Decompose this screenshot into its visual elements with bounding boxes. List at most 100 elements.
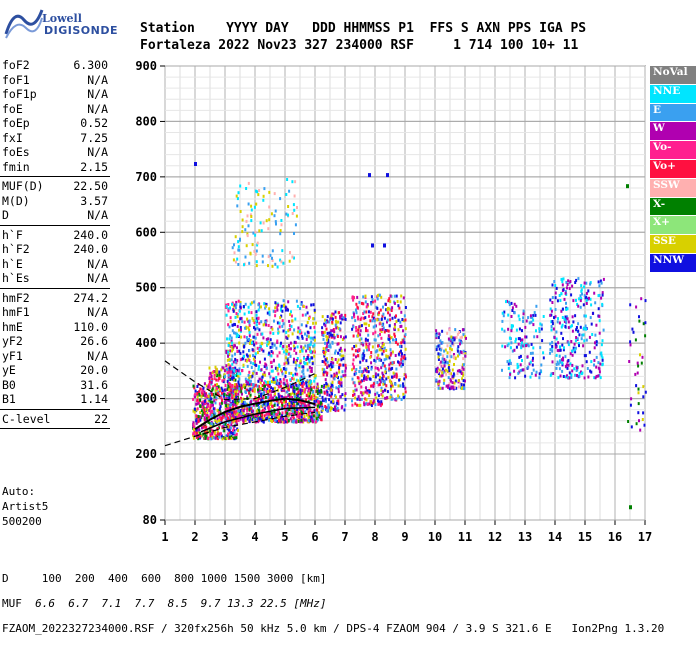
echo-point <box>551 320 554 323</box>
echo-point <box>221 416 224 420</box>
echo-point <box>352 353 355 357</box>
echo-point <box>599 279 602 283</box>
echo-point <box>585 298 588 302</box>
echo-point <box>561 343 564 347</box>
echo-point <box>519 363 522 367</box>
echo-point <box>209 435 212 439</box>
echo-point <box>239 414 241 418</box>
echo-point <box>193 430 196 434</box>
echo-point <box>334 323 337 327</box>
echo-point <box>374 359 377 363</box>
echo-point <box>448 363 450 367</box>
echo-point <box>241 392 243 396</box>
echo-point <box>314 398 317 402</box>
echo-point <box>356 403 359 407</box>
legend-item: W <box>650 122 696 142</box>
echo-point <box>297 384 300 388</box>
echo-point <box>201 388 204 392</box>
echo-point <box>324 350 327 354</box>
echo-point <box>231 411 234 415</box>
echo-point <box>260 404 263 408</box>
echo-point <box>229 334 232 338</box>
echo-point <box>589 282 592 286</box>
echo-point <box>448 369 451 373</box>
echo-point <box>435 334 438 338</box>
echo-point <box>202 432 205 436</box>
echo-point <box>239 301 242 304</box>
echo-point <box>242 363 245 367</box>
echo-point <box>262 417 265 421</box>
echo-point <box>217 378 220 382</box>
echo-point <box>304 332 306 336</box>
echo-point <box>324 397 327 401</box>
echo-point <box>561 369 564 373</box>
echo-point <box>364 377 367 381</box>
echo-point <box>192 425 195 428</box>
echo-point <box>243 263 245 267</box>
echo-point <box>437 344 440 348</box>
echo-point <box>351 377 354 381</box>
echo-point <box>198 393 201 397</box>
echo-point <box>344 363 347 367</box>
echo-point <box>288 395 291 399</box>
echo-point <box>383 382 386 386</box>
echo-point <box>208 377 211 380</box>
echo-point <box>286 390 289 394</box>
echo-point <box>330 394 333 398</box>
echo-point <box>228 337 231 341</box>
echo-point <box>386 173 389 178</box>
echo-point <box>524 335 527 339</box>
echo-point <box>286 418 289 422</box>
echo-point <box>594 376 597 380</box>
echo-point <box>280 368 282 372</box>
echo-point <box>232 395 235 399</box>
echo-point <box>325 338 328 342</box>
echo-point <box>323 368 326 372</box>
echo-point <box>307 419 310 423</box>
echo-point <box>246 339 249 343</box>
echo-point <box>458 338 461 342</box>
echo-point <box>398 378 401 382</box>
echo-point <box>233 431 236 434</box>
echo-point <box>234 331 237 335</box>
y-tick-label: 600 <box>135 225 157 239</box>
echo-point <box>400 349 402 353</box>
echo-point <box>301 389 304 392</box>
echo-point <box>397 352 400 356</box>
echo-point <box>271 420 274 423</box>
echo-point <box>520 346 523 350</box>
echo-point <box>321 395 324 399</box>
echo-point <box>387 334 390 338</box>
echo-point <box>594 301 597 305</box>
echo-point <box>234 378 237 382</box>
echo-point <box>233 410 236 414</box>
echo-point <box>459 370 462 374</box>
echo-point <box>252 354 255 357</box>
echo-point <box>246 214 249 218</box>
x-tick-label: 12 <box>488 530 502 544</box>
echo-point <box>374 299 377 303</box>
echo-point <box>570 340 573 343</box>
echo-point <box>312 303 315 307</box>
echo-point <box>327 338 330 342</box>
echo-point <box>390 397 393 401</box>
echo-point <box>193 425 196 429</box>
echo-point <box>404 347 407 351</box>
echo-point <box>549 298 552 302</box>
echo-point <box>334 405 336 409</box>
echo-point <box>327 349 330 352</box>
echo-point <box>278 363 281 367</box>
echo-point <box>456 347 459 351</box>
echo-point <box>366 389 369 393</box>
echo-point <box>268 313 271 317</box>
echo-point <box>220 434 223 438</box>
echo-point <box>575 369 578 372</box>
echo-point <box>254 230 257 234</box>
echo-point <box>360 370 363 374</box>
echo-point <box>330 361 333 364</box>
echo-point <box>272 413 275 417</box>
echo-point <box>317 400 320 404</box>
echo-point <box>585 291 588 295</box>
echo-point <box>274 306 277 310</box>
echo-point <box>357 348 360 352</box>
